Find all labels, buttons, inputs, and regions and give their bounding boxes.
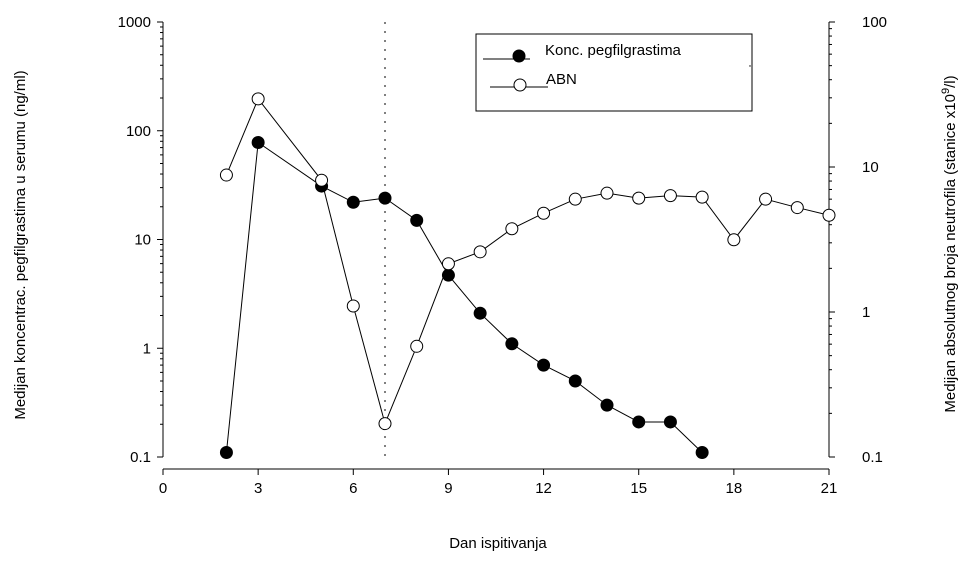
legend-marker-abn xyxy=(513,78,527,92)
y-left-tick-label: 1000 xyxy=(118,14,151,31)
x-tick-label: 9 xyxy=(444,480,452,497)
x-axis-title: Dan ispitivanja xyxy=(449,535,547,552)
y-left-tick-label: 10 xyxy=(134,232,151,249)
data-point-abn xyxy=(346,299,360,313)
data-point-abn xyxy=(537,206,551,220)
x-tick-label: 6 xyxy=(349,480,357,497)
data-point-abn xyxy=(759,192,773,206)
y-right-tick-label: 100 xyxy=(862,14,887,31)
y-right-tick-label: 10 xyxy=(862,159,879,176)
data-point-abn xyxy=(251,92,265,106)
legend: Konc. pegfilgrastima ABN xyxy=(475,33,753,112)
data-point-abn xyxy=(378,417,392,431)
y-left-tick-label: 1 xyxy=(143,340,151,357)
x-tick-label: 18 xyxy=(726,480,743,497)
data-point-abn xyxy=(505,222,519,236)
x-tick-label: 15 xyxy=(630,480,647,497)
data-point-pegfilgrastim xyxy=(378,191,392,205)
data-point-pegfilgrastim xyxy=(410,213,424,227)
data-point-abn xyxy=(695,190,709,204)
data-point-abn xyxy=(632,191,646,205)
data-point-pegfilgrastim xyxy=(568,374,582,388)
data-point-abn xyxy=(663,189,677,203)
data-point-pegfilgrastim xyxy=(600,398,614,412)
data-point-abn xyxy=(822,208,836,222)
series-line-pegfilgrastim xyxy=(225,141,703,453)
y-right-tick-label: 0.1 xyxy=(862,449,883,466)
data-point-pegfilgrastim xyxy=(219,445,233,459)
y-right-tick-label: 1 xyxy=(862,304,870,321)
data-point-pegfilgrastim xyxy=(695,445,709,459)
data-point-pegfilgrastim xyxy=(346,195,360,209)
data-point-pegfilgrastim xyxy=(663,415,677,429)
x-tick-label: 0 xyxy=(159,480,167,497)
data-point-pegfilgrastim xyxy=(537,358,551,372)
legend-box xyxy=(475,33,753,112)
series-layer xyxy=(219,92,836,459)
data-point-pegfilgrastim xyxy=(632,415,646,429)
data-point-pegfilgrastim xyxy=(505,337,519,351)
legend-label-abn: ABN xyxy=(546,71,577,88)
y-right-title-main: Medijan absolutnog broja neutrofila (sta… xyxy=(942,94,959,413)
data-point-abn xyxy=(600,186,614,200)
y-left-tick-label: 0.1 xyxy=(130,449,151,466)
x-tick-label: 12 xyxy=(535,480,552,497)
axes: 0 3 6 9 12 15 18 21 0.1 1 10 100 1000 0.1 1 10 100 xyxy=(118,14,887,497)
data-point-pegfilgrastim xyxy=(251,135,265,149)
y-left-tick-label: 100 xyxy=(126,123,151,140)
data-point-abn xyxy=(473,245,487,259)
series-line-abn xyxy=(225,97,830,426)
legend-marker-pegfilgrastim xyxy=(512,49,526,63)
data-point-abn xyxy=(727,233,741,247)
data-point-abn xyxy=(410,339,424,353)
data-point-abn xyxy=(790,201,804,215)
x-tick-label: 3 xyxy=(254,480,262,497)
data-point-pegfilgrastim xyxy=(473,306,487,320)
y-right-title-unit: /l) xyxy=(942,75,959,88)
legend-label-pegfilgrastim: Konc. pegfilgrastima xyxy=(545,42,682,59)
y-left-axis-title: Medijan koncentrac. pegfilgrastima u ser… xyxy=(12,70,29,419)
y-right-title-exponent: 9 xyxy=(940,88,952,94)
legend-stray-dot xyxy=(749,65,751,67)
y-right-axis-title: Medijan absolutnog broja neutrofila (sta… xyxy=(940,75,959,412)
x-tick-label: 21 xyxy=(821,480,838,497)
data-point-abn xyxy=(219,168,233,182)
data-point-abn xyxy=(568,192,582,206)
data-point-abn xyxy=(441,257,455,271)
data-point-abn xyxy=(315,173,329,187)
